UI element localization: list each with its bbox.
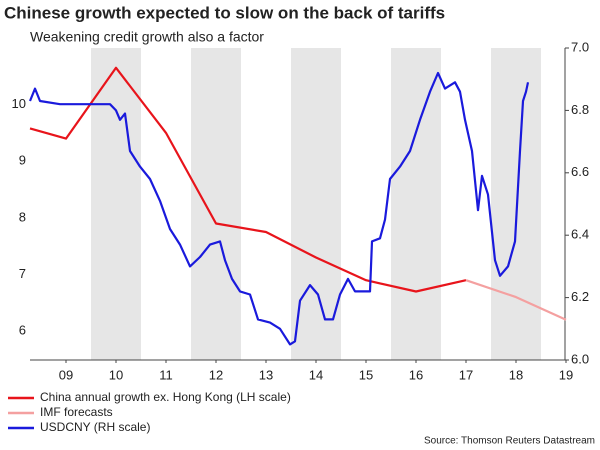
- x-tick-label: 09: [59, 367, 73, 382]
- y-tick-label: 7: [19, 266, 26, 281]
- legend-label: USDCNY (RH scale): [40, 420, 150, 434]
- y-tick-label: 9: [19, 153, 26, 168]
- y2-tick-label: 6.6: [571, 164, 589, 179]
- chart-subtitle: Weakening credit growth also a factor: [30, 29, 264, 45]
- x-tick-label: 15: [359, 367, 373, 382]
- y2-tick-label: 7.0: [571, 39, 589, 54]
- series-line: [28, 71, 530, 346]
- y2-tick-label: 6.8: [571, 102, 589, 117]
- x-tick-label: 16: [409, 367, 423, 382]
- year-band: [191, 48, 241, 360]
- x-tick-label: 10: [109, 367, 123, 382]
- y2-tick-label: 6.0: [571, 351, 589, 366]
- y2-tick-label: 6.2: [571, 289, 589, 304]
- source-note: Source: Thomson Reuters Datastream: [424, 436, 595, 447]
- x-tick-label: 14: [309, 367, 323, 382]
- y-tick-label: 10: [12, 96, 26, 111]
- legend-label: IMF forecasts: [40, 405, 113, 419]
- y2-tick-label: 6.4: [571, 227, 589, 242]
- x-tick-label: 18: [509, 367, 523, 382]
- year-band: [391, 48, 441, 360]
- series-line: [465, 279, 567, 321]
- x-tick-label: 17: [459, 367, 473, 382]
- x-tick-label: 12: [209, 367, 223, 382]
- chart-title: Chinese growth expected to slow on the b…: [4, 3, 445, 22]
- legend-label: China annual growth ex. Hong Kong (LH sc…: [40, 390, 291, 404]
- x-tick-label: 11: [159, 367, 173, 382]
- y-tick-label: 6: [19, 323, 26, 338]
- year-band: [91, 48, 141, 360]
- y-tick-label: 8: [19, 209, 26, 224]
- x-tick-label: 19: [559, 367, 573, 382]
- x-tick-label: 13: [259, 367, 273, 382]
